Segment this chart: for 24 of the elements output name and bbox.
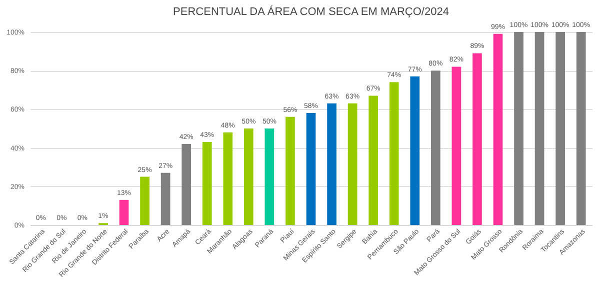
bar: [368, 96, 378, 225]
bar: [556, 32, 565, 225]
bar: [244, 128, 254, 225]
bar: [576, 32, 586, 225]
bar: [534, 32, 544, 225]
bar: [348, 103, 358, 225]
bar: [493, 34, 503, 225]
bar: [264, 128, 274, 225]
bar: [160, 172, 170, 225]
bar: [410, 76, 420, 225]
bar: [119, 200, 129, 225]
bar: [223, 132, 233, 225]
bar: [140, 176, 150, 225]
bar: [472, 53, 482, 225]
bar: [306, 113, 316, 225]
bar: [286, 116, 295, 225]
bar: [202, 142, 212, 225]
bar: [327, 103, 336, 225]
bar: [182, 144, 192, 225]
bar: [452, 66, 462, 225]
chart-title: PERCENTUAL DA ÁREA COM SECA EM MARÇO/2024: [173, 5, 449, 18]
bar: [389, 82, 399, 225]
bar: [430, 70, 440, 225]
bar: [514, 32, 524, 225]
